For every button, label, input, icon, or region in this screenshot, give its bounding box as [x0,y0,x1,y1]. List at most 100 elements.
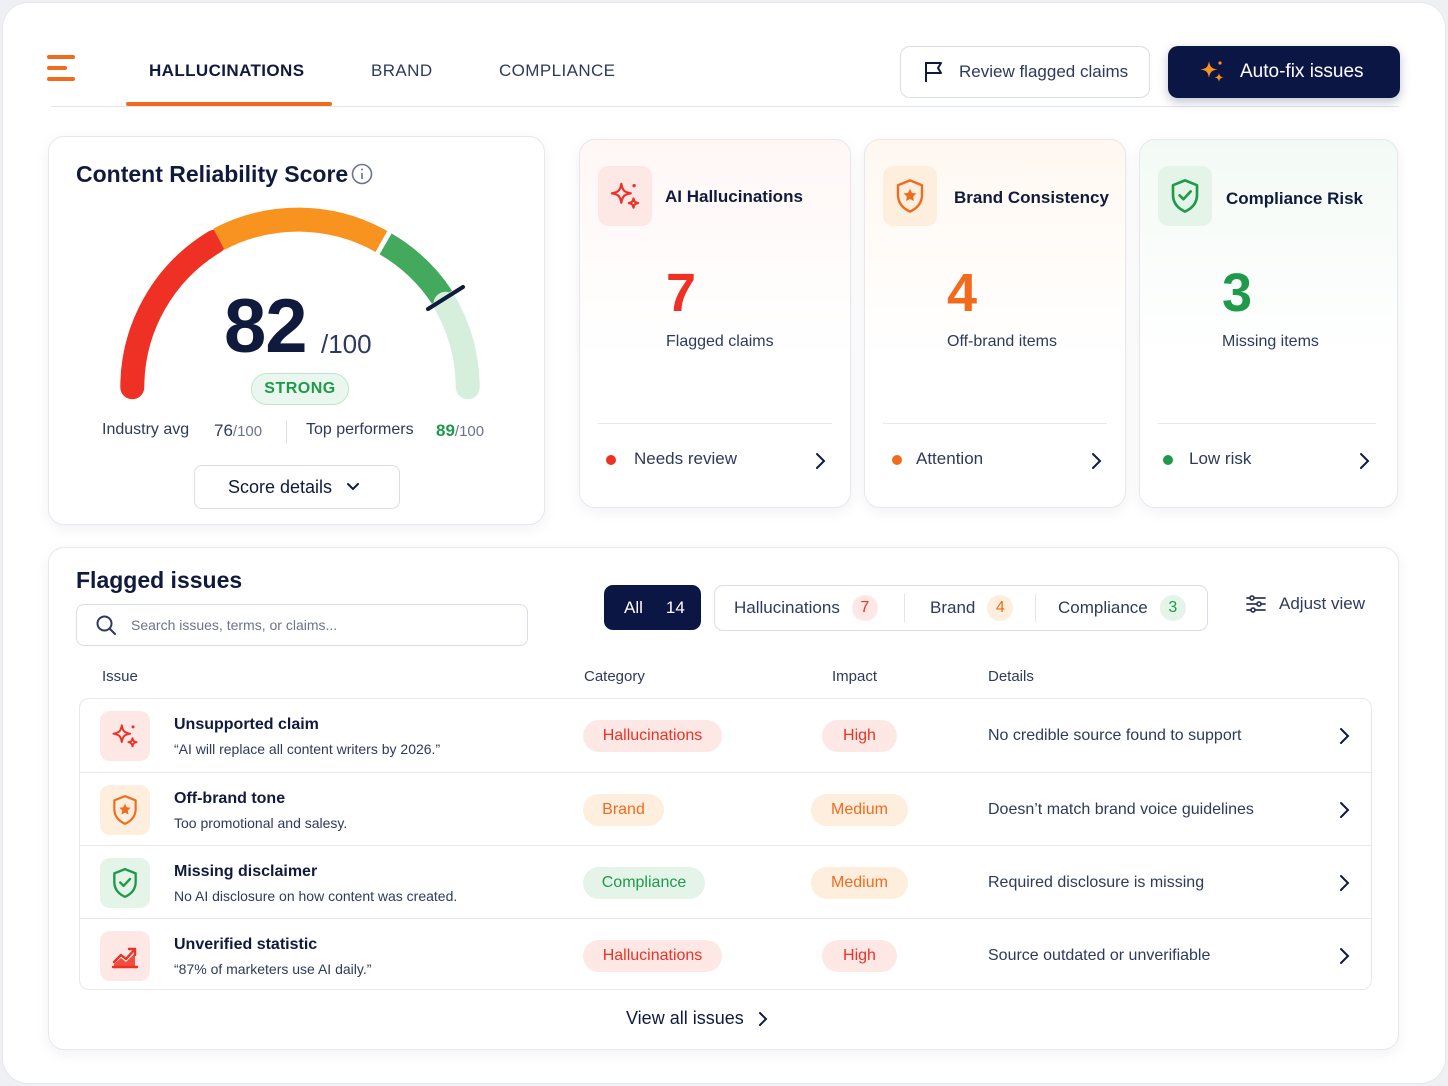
divider [1158,423,1376,424]
flagged-issues-panel: Flagged issues All 14 Hallucinations 7 B… [48,547,1399,1050]
metric-status: Needs review [634,449,737,468]
shield-check-icon [100,858,150,908]
filter-label: Hallucinations [734,598,840,617]
shield-star-icon [883,166,937,226]
shield-check-icon [1158,166,1212,226]
filter-group: Hallucinations 7 Brand 4 Compliance 3 [714,585,1208,631]
issue-title: Off-brand tone [174,790,286,807]
divider [286,421,287,443]
score-details-button[interactable]: Score details [194,465,400,509]
industry-avg-value: 76/100 [214,421,263,440]
tab-compliance[interactable]: COMPLIANCE [499,61,616,80]
sliders-icon [1246,595,1266,613]
filter-label: All [624,597,643,617]
review-label: Review flagged claims [959,62,1129,81]
score-value: 82 [224,284,308,369]
info-icon[interactable] [351,163,373,185]
sparkle-icon [1200,61,1224,82]
chevron-right-icon[interactable] [1358,452,1370,470]
divider [904,594,905,622]
impact-badge: High [822,940,897,972]
adjust-view-button[interactable]: Adjust view [1245,594,1365,614]
filter-count: 4 [987,595,1014,621]
industry-avg-label: Industry avg [102,421,190,438]
filter-hallucinations[interactable]: Hallucinations 7 [734,586,878,630]
chevron-right-icon[interactable] [1338,727,1350,745]
search-input[interactable] [131,617,491,633]
score-badge: STRONG [251,373,349,405]
score-details-label: Score details [228,476,333,497]
sparkle-icon [100,711,150,761]
score-title: Content Reliability Score [76,161,349,187]
category-badge: Compliance [583,867,705,899]
search-icon [96,615,116,635]
table-row[interactable]: Unverified statistic “87% of marketers u… [80,918,1371,991]
status-dot [1163,455,1173,465]
menu-icon[interactable] [47,55,79,83]
chevron-right-icon [758,1011,768,1026]
metric-value: 7 [666,263,697,323]
impact-badge: Medium [811,867,908,899]
issue-details: Required disclosure is missing [988,874,1205,891]
divider [51,106,1399,107]
category-badge: Hallucinations [583,940,722,972]
ai-hallucinations-card[interactable]: AI Hallucinations 7 Flagged claims Needs… [579,139,851,508]
reliability-score-card: Content Reliability Score 82 /100 STRONG… [48,136,545,525]
chevron-down-icon [347,483,360,491]
view-all-label: View all issues [626,1008,744,1028]
issue-subtitle: Too promotional and salesy. [174,815,348,831]
trend-chart-icon [100,931,150,981]
top-performers-value: 89/100 [436,421,485,440]
score-denominator: /100 [321,329,372,359]
compliance-risk-card[interactable]: Compliance Risk 3 Missing items Low risk [1139,139,1398,508]
top-performers-label: Top performers [306,421,414,438]
active-tab-indicator [126,102,332,106]
table-row[interactable]: Missing disclaimer No AI disclosure on h… [80,845,1371,918]
filter-compliance[interactable]: Compliance 3 [1058,586,1186,630]
divider [598,423,832,424]
metric-status: Low risk [1189,449,1252,468]
sparkle-icon [598,166,652,226]
tab-brand[interactable]: BRAND [371,61,433,80]
divider [883,423,1107,424]
metric-value: 4 [947,263,978,323]
brand-consistency-card[interactable]: Brand Consistency 4 Off-brand items Atte… [864,139,1126,508]
chevron-right-icon[interactable] [1338,874,1350,892]
view-all-issues-link[interactable]: View all issues [626,1008,768,1029]
metric-label: Missing items [1222,333,1319,350]
table-row[interactable]: Off-brand tone Too promotional and sales… [80,772,1371,845]
column-header-impact[interactable]: Impact [832,668,878,685]
auto-fix-label: Auto-fix issues [1240,61,1364,82]
filter-brand[interactable]: Brand 4 [930,586,1014,630]
metric-label: Flagged claims [666,333,774,350]
tab-hallucinations[interactable]: HALLUCINATIONS [149,61,305,80]
issue-title: Unsupported claim [174,716,319,733]
column-header-details[interactable]: Details [988,668,1034,685]
column-header-issue[interactable]: Issue [102,668,138,685]
column-header-category[interactable]: Category [584,668,645,685]
issue-subtitle: “AI will replace all content writers by … [174,741,441,757]
adjust-view-label: Adjust view [1279,594,1365,613]
category-badge: Hallucinations [583,720,722,752]
chevron-right-icon[interactable] [814,452,826,470]
impact-badge: High [822,720,897,752]
impact-badge: Medium [811,794,908,826]
filter-all[interactable]: All 14 [604,585,701,630]
issue-title: Unverified statistic [174,936,318,953]
flag-icon [925,62,942,82]
top-bar: HALLUCINATIONS BRAND COMPLIANCE Review f… [3,3,1447,107]
filter-count: 3 [1159,595,1186,621]
issue-title: Missing disclaimer [174,863,318,880]
chevron-right-icon[interactable] [1090,452,1102,470]
auto-fix-button[interactable]: Auto-fix issues [1168,46,1400,98]
table-row[interactable]: Unsupported claim “AI will replace all c… [80,699,1371,772]
issues-table: Unsupported claim “AI will replace all c… [79,698,1372,990]
metric-value: 3 [1222,263,1253,323]
chevron-right-icon[interactable] [1338,947,1350,965]
metric-title: Compliance Risk [1226,189,1363,208]
chevron-right-icon[interactable] [1338,801,1350,819]
issue-details: Source outdated or unverifiable [988,947,1211,964]
review-flagged-claims-button[interactable]: Review flagged claims [900,46,1150,98]
search-box[interactable] [76,604,528,646]
